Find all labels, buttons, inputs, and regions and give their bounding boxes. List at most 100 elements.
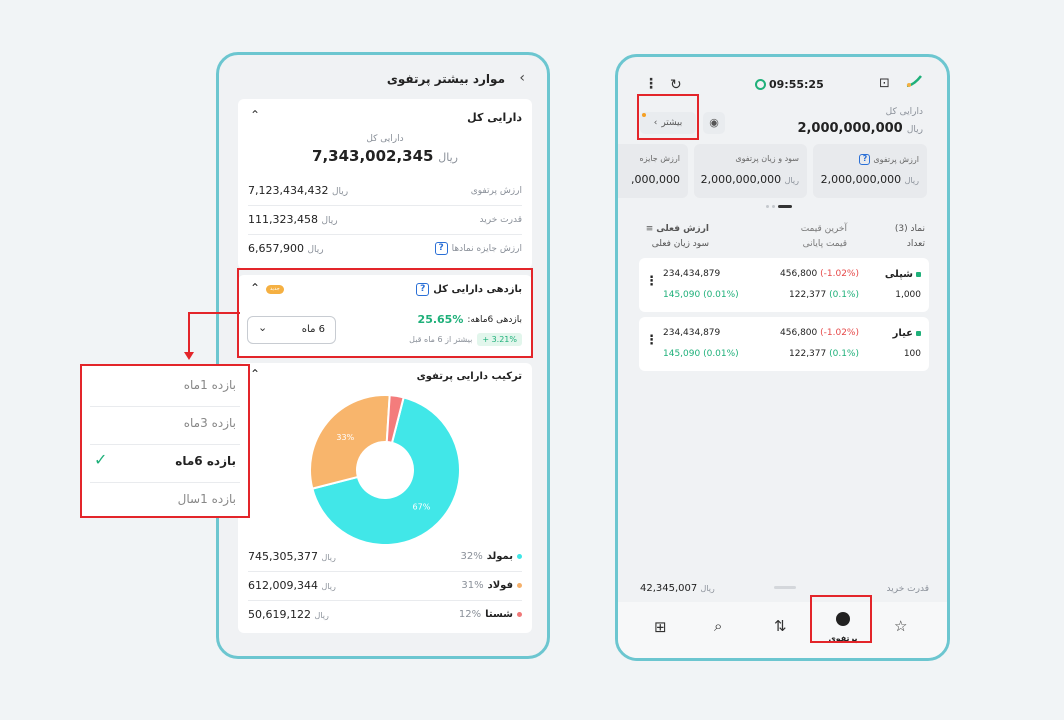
- help-icon[interactable]: ?: [859, 154, 871, 165]
- return-delta-row: + 3.21% بیشتر از 6 ماه قبل: [409, 333, 522, 346]
- donut-slice: [311, 396, 461, 545]
- asset-label: ارزش جایزه نمادها: [451, 243, 522, 254]
- summary-value: 2,000,000,000: [820, 173, 902, 186]
- dropdown-option-selected[interactable]: بازده 6ماه: [175, 454, 236, 468]
- nav-portfolio-label: پرتفوی: [828, 634, 858, 643]
- composition-name: بمولد: [486, 551, 513, 562]
- watchlist-icon[interactable]: ☆: [894, 617, 908, 635]
- back-chevron-icon[interactable]: ‹: [519, 70, 525, 86]
- clock-time: 09:55:25: [769, 78, 824, 91]
- apps-grid-icon[interactable]: ⊞: [654, 618, 667, 636]
- divider: [90, 444, 240, 445]
- total-assets-value: 2,000,000,000: [797, 121, 903, 136]
- header-value: ارزش فعلی: [656, 224, 709, 234]
- period-dropdown: بازده 1ماه بازده 3ماه بازده 6ماه ✓ بازده…: [80, 364, 250, 518]
- row-menu-icon[interactable]: ⋮: [645, 333, 658, 348]
- summary-card[interactable]: ارزش پرتفوی ? ریال 2,000,000,000: [813, 144, 927, 198]
- dropdown-option[interactable]: بازده 1سال: [177, 492, 236, 506]
- total-assets-title: دارایی کل: [467, 111, 522, 124]
- dropdown-option[interactable]: بازده 3ماه: [183, 416, 236, 430]
- return-delta-text: بیشتر از 6 ماه قبل: [409, 335, 473, 344]
- more-button[interactable]: ‹ بیشتر: [640, 112, 696, 134]
- composition-row: ریال 50,619,122 شستا 12%: [248, 608, 522, 621]
- collapse-chevron-icon[interactable]: ⌃: [250, 367, 261, 381]
- help-icon[interactable]: ?: [434, 242, 448, 255]
- eye-icon[interactable]: ◉: [703, 112, 725, 134]
- composition-name: فولاد: [487, 580, 513, 591]
- total-assets-value-row: ریال 7,343,002,345: [238, 147, 532, 165]
- header-close: قیمت پایانی: [802, 239, 847, 249]
- total-assets-card: دارایی کل ⌃ دارایی کل ریال 7,343,002,345…: [238, 99, 532, 269]
- drag-handle[interactable]: [774, 586, 796, 589]
- divider: [90, 482, 240, 483]
- currency-label: ریال: [331, 187, 349, 197]
- profit-loss: 145,090 (0.01%): [663, 290, 739, 300]
- symbol-qty: 100: [903, 349, 921, 359]
- composition-row: ریال 745,305,377 بمولد 32%: [248, 550, 522, 563]
- help-icon[interactable]: ?: [416, 283, 430, 296]
- summary-card[interactable]: ارزش جایزه ,000,000: [618, 144, 688, 198]
- chevron-down-icon: ⌄: [258, 321, 268, 334]
- summary-value-row: ریال 2,000,000,000: [701, 173, 799, 186]
- donut-label: 33%: [336, 433, 354, 442]
- check-icon: ✓: [94, 450, 108, 469]
- header-symbol: نماد (3): [894, 224, 925, 234]
- collapse-chevron-icon[interactable]: ⌃: [250, 108, 261, 122]
- legend-dot: [517, 554, 522, 559]
- asset-value: 7,123,434,432: [248, 184, 329, 197]
- return-title: بازدهی دارایی کل: [433, 284, 522, 295]
- header-qty: تعداد: [906, 239, 925, 249]
- divider: [248, 205, 522, 206]
- symbol-name-row: شپلی: [885, 269, 921, 280]
- total-assets-label: دارایی کل: [885, 107, 923, 117]
- composition-row: ریال 612,009,344 فولاد 31%: [248, 579, 522, 592]
- status-dot: [916, 331, 921, 336]
- highlight-box: [237, 268, 533, 358]
- clock-row: 09:55:25: [755, 78, 824, 91]
- trade-icon[interactable]: ⇅: [774, 617, 787, 635]
- last-price: 456,800 (-1.02%): [780, 328, 859, 338]
- summary-card[interactable]: سود و زیان پرتفوی ریال 2,000,000,000: [694, 144, 807, 198]
- pie-chart-icon: [836, 612, 850, 626]
- column-header[interactable]: ارزش فعلی ≡ سود زیان فعلی: [646, 222, 709, 252]
- collapse-chevron-icon[interactable]: ⌃: [250, 281, 261, 295]
- menu-dots-icon[interactable]: ⋮: [644, 76, 658, 92]
- pager-dots: [766, 205, 792, 208]
- divider: [248, 600, 522, 601]
- asset-row: ریال 6,657,900 ارزش جایزه نمادها ?: [248, 242, 522, 255]
- legend-dot: [517, 612, 522, 617]
- logo-icon: [906, 75, 922, 87]
- arrow-down-icon: [184, 352, 194, 360]
- legend-dot: [517, 583, 522, 588]
- clock-icon: [755, 79, 766, 90]
- new-badge: جدید: [266, 285, 284, 294]
- return-value: 25.65%: [417, 313, 464, 326]
- refresh-icon[interactable]: ↻: [670, 77, 682, 93]
- composition-pct: 32%: [460, 551, 483, 562]
- total-assets-value: 7,343,002,345: [312, 147, 434, 165]
- sort-icon[interactable]: ≡: [645, 224, 654, 234]
- period-select[interactable]: ⌄ 6 ماه: [247, 316, 336, 344]
- composition-pct: 12%: [458, 609, 482, 620]
- row-menu-icon[interactable]: ⋮: [645, 274, 658, 289]
- chat-icon[interactable]: ⊡: [879, 76, 890, 91]
- holding-row[interactable]: ⋮ شپلی 1,000 456,800 (-1.02%) 122,377 (0…: [639, 258, 929, 312]
- summary-label-row: ارزش پرتفوی ?: [859, 154, 919, 165]
- search-icon[interactable]: ⌕: [714, 617, 723, 635]
- holding-row[interactable]: ⋮ عیار 100 456,800 (-1.02%) 122,377 (0.1…: [639, 317, 929, 371]
- composition-value: 745,305,377: [248, 550, 318, 563]
- nav-portfolio[interactable]: پرتفوی: [823, 612, 863, 645]
- currency-label: ریال: [904, 176, 919, 185]
- left-phone: موارد بیشتر پرتفوی ‹ دارایی کل ⌃ دارایی …: [216, 52, 550, 659]
- total-assets-value-row: ریال 2,000,000,000: [797, 121, 923, 136]
- currency-label: ریال: [321, 553, 336, 562]
- currency-label: ریال: [321, 216, 338, 226]
- currency-label: ریال: [321, 582, 336, 591]
- page-title: موارد بیشتر پرتفوی: [386, 72, 505, 86]
- header-last: آخرین قیمت: [800, 224, 847, 234]
- return-title-row: بازدهی دارایی کل ?: [416, 283, 522, 296]
- dropdown-option[interactable]: بازده 1ماه: [183, 378, 236, 392]
- currency-label: ریال: [307, 245, 324, 255]
- notify-dot: [642, 113, 646, 117]
- connector-line: [188, 312, 240, 314]
